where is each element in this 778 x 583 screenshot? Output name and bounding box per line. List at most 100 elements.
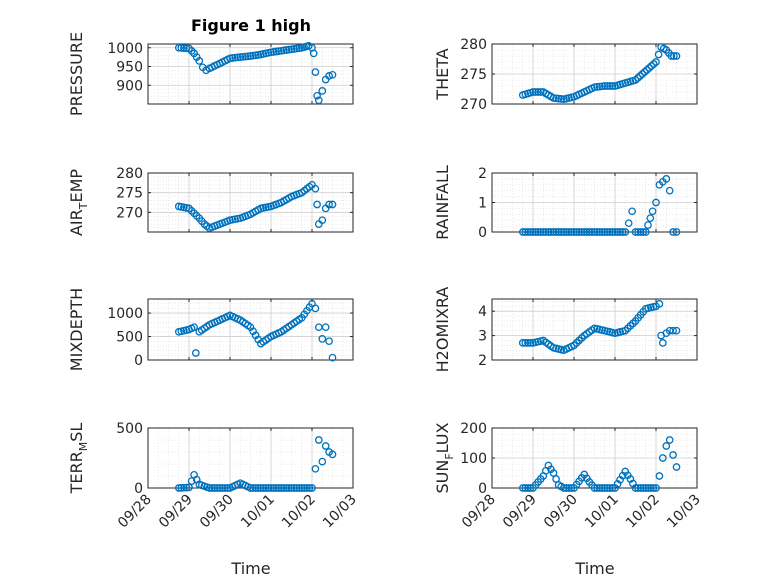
data-point — [534, 228, 542, 236]
data-point — [600, 82, 609, 90]
data-point — [300, 484, 309, 492]
data-point — [618, 228, 627, 236]
data-point — [575, 228, 583, 236]
data-point — [244, 52, 252, 61]
data-point — [570, 228, 578, 236]
data-point — [295, 484, 304, 492]
axes-box — [147, 172, 354, 233]
data-point — [554, 94, 563, 103]
data-point — [313, 200, 321, 209]
data-point — [180, 483, 188, 492]
data-point — [321, 442, 330, 450]
data-point — [218, 484, 227, 492]
data-point — [328, 70, 337, 79]
data-point — [628, 207, 636, 216]
data-markers — [174, 42, 337, 105]
data-point — [292, 484, 301, 492]
data-point — [262, 484, 270, 492]
y-tick-label: 2 — [478, 166, 487, 182]
y-tick-label: 1000 — [107, 41, 143, 57]
data-point — [318, 87, 327, 95]
data-point — [621, 228, 630, 236]
data-point — [325, 337, 333, 346]
data-point — [600, 484, 609, 492]
y-tick-label: 275 — [460, 67, 487, 83]
data-point — [529, 88, 537, 96]
data-point — [185, 483, 193, 492]
data-point — [325, 200, 333, 209]
data-point — [634, 484, 642, 492]
y-tick-label: 275 — [116, 186, 143, 202]
data-point — [655, 300, 664, 308]
y-axis-label: TERRMSL — [67, 423, 90, 495]
data-point — [606, 484, 614, 492]
data-point — [603, 484, 612, 492]
data-point — [536, 88, 545, 96]
data-point — [190, 323, 198, 332]
data-point — [279, 484, 288, 492]
data-point — [309, 49, 318, 58]
data-point — [321, 323, 330, 332]
data-point — [636, 484, 645, 492]
data-point — [557, 228, 566, 236]
x-tick-label: 09/28 — [115, 492, 155, 532]
data-point — [645, 64, 654, 72]
data-point — [606, 82, 614, 90]
data-point — [177, 44, 186, 52]
data-markers — [518, 436, 681, 492]
data-point — [580, 470, 589, 479]
data-point — [223, 484, 232, 492]
data-markers — [174, 180, 337, 232]
data-point — [665, 436, 674, 444]
data-point — [588, 228, 596, 236]
y-tick-label: 0 — [478, 225, 487, 241]
subplot-h2omixra: 2 3 4 H2OMIXRA — [433, 287, 698, 372]
data-point — [559, 484, 568, 492]
data-point — [328, 450, 337, 459]
data-point — [595, 484, 604, 492]
y-tick-label: 270 — [116, 205, 143, 221]
data-point — [641, 484, 650, 492]
y-tick-label: 500 — [116, 330, 143, 346]
data-point — [238, 52, 247, 61]
data-point — [311, 464, 320, 473]
data-point — [213, 484, 222, 492]
data-point — [256, 484, 265, 492]
data-point — [529, 228, 537, 236]
data-point — [639, 228, 648, 236]
data-point — [593, 484, 601, 492]
x-tick-label: 09/29 — [500, 492, 540, 532]
data-point — [608, 228, 617, 236]
y-tick-label: 3 — [478, 329, 487, 345]
data-point — [534, 88, 542, 96]
y-tick-label: 0 — [478, 481, 487, 497]
y-axis-label: AIRTEMP — [67, 169, 90, 236]
data-point — [231, 53, 239, 62]
subplot-rainfall: 0 1 2 RAINFALL — [433, 165, 698, 241]
data-point — [552, 228, 560, 236]
data-point — [557, 95, 566, 103]
data-point — [654, 50, 663, 59]
data-point — [624, 219, 633, 228]
y-axis-label: THETA — [433, 48, 452, 100]
data-point — [639, 484, 648, 492]
data-point — [554, 228, 563, 236]
y-tick-label: 500 — [116, 421, 143, 437]
data-point — [549, 94, 558, 102]
data-markers — [518, 175, 681, 236]
data-point — [536, 228, 545, 236]
data-point — [593, 228, 601, 236]
data-point — [174, 484, 183, 492]
data-point — [631, 76, 640, 84]
data-point — [518, 228, 527, 236]
data-point — [658, 454, 667, 462]
data-point — [672, 228, 681, 236]
data-point — [267, 484, 275, 492]
data-point — [215, 484, 224, 492]
data-point — [611, 228, 619, 236]
data-point — [613, 228, 622, 236]
subplot-sunflux: 09/28 09/29 09/30 10/01 10/02 10/03 0 100 200SUN… — [433, 421, 704, 531]
data-point — [180, 44, 188, 52]
